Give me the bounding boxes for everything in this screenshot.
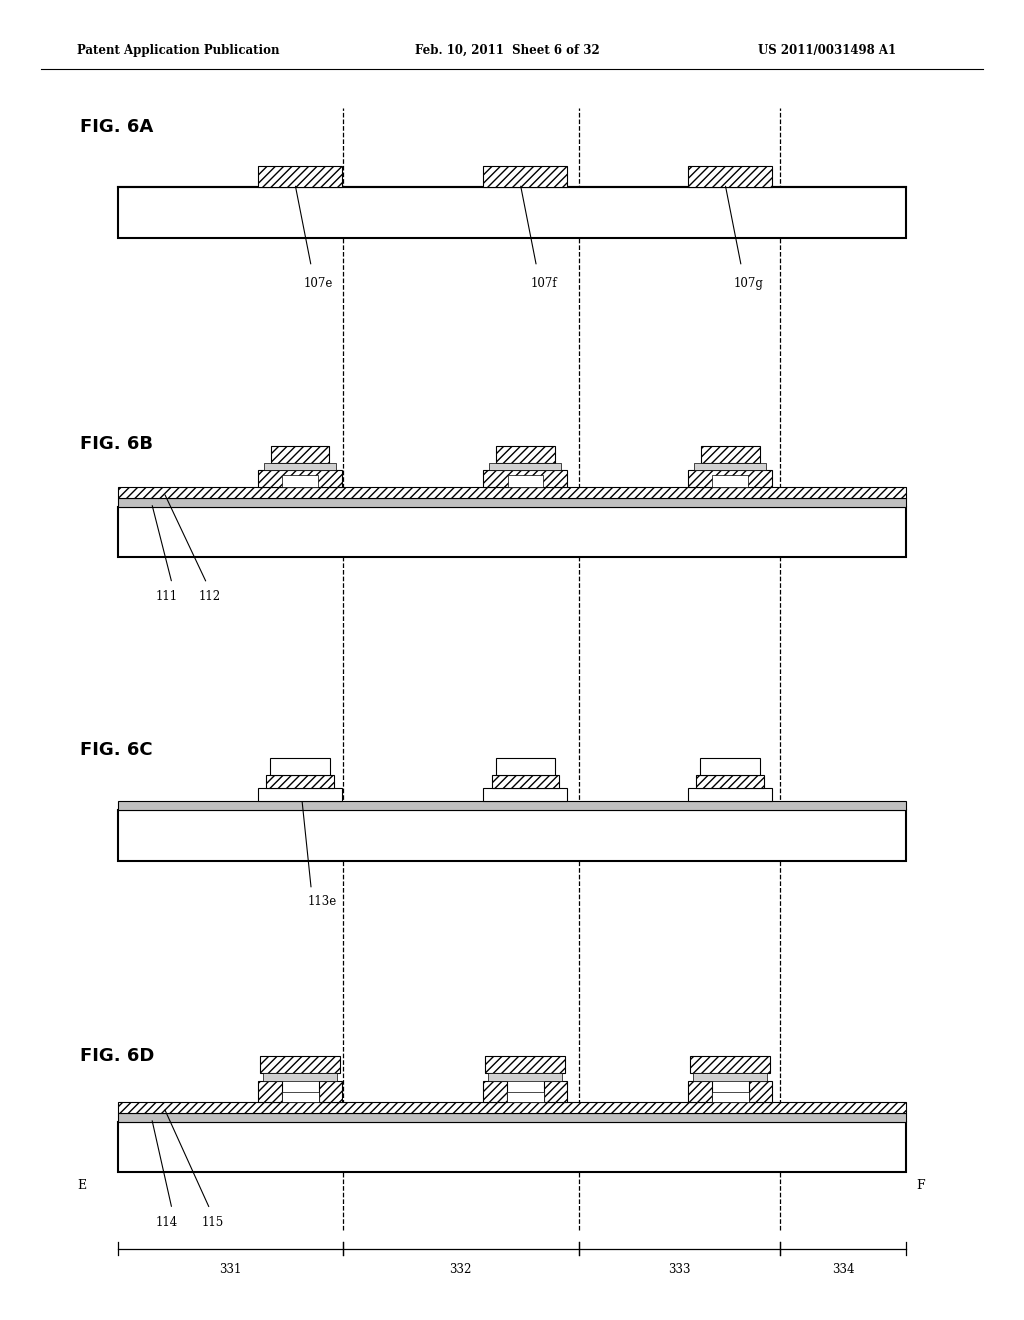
Bar bbox=[118, 1102, 906, 1113]
Bar bbox=[483, 470, 567, 487]
Bar bbox=[118, 498, 906, 507]
Bar bbox=[118, 507, 906, 557]
Bar bbox=[712, 1092, 749, 1102]
Text: Patent Application Publication: Patent Application Publication bbox=[77, 44, 280, 57]
Bar bbox=[693, 1073, 767, 1081]
Bar bbox=[258, 788, 342, 801]
Text: 107e: 107e bbox=[304, 277, 333, 290]
Bar bbox=[688, 1081, 712, 1102]
Text: Feb. 10, 2011  Sheet 6 of 32: Feb. 10, 2011 Sheet 6 of 32 bbox=[415, 44, 599, 57]
Text: 107f: 107f bbox=[530, 277, 557, 290]
Bar bbox=[700, 758, 760, 775]
Text: FIG. 6D: FIG. 6D bbox=[80, 1047, 155, 1065]
Bar bbox=[690, 1056, 770, 1073]
Text: 115: 115 bbox=[202, 1216, 224, 1229]
Bar bbox=[283, 475, 317, 487]
Text: 113e: 113e bbox=[308, 895, 337, 908]
Bar bbox=[688, 788, 772, 801]
Bar bbox=[266, 775, 334, 788]
Bar bbox=[496, 446, 555, 463]
Text: F: F bbox=[916, 1179, 925, 1192]
Bar bbox=[508, 475, 543, 487]
Bar bbox=[492, 775, 559, 788]
Bar bbox=[485, 1056, 565, 1073]
Bar bbox=[688, 166, 772, 187]
Text: US 2011/0031498 A1: US 2011/0031498 A1 bbox=[758, 44, 896, 57]
Bar bbox=[270, 758, 330, 775]
Text: 112: 112 bbox=[199, 590, 221, 603]
Bar bbox=[118, 487, 906, 498]
Bar bbox=[118, 1113, 906, 1122]
Text: 332: 332 bbox=[450, 1263, 472, 1276]
Bar bbox=[260, 1056, 340, 1073]
Bar bbox=[700, 446, 760, 463]
Bar bbox=[318, 1081, 342, 1102]
Bar bbox=[694, 463, 766, 470]
Bar bbox=[483, 1081, 507, 1102]
Text: FIG. 6B: FIG. 6B bbox=[80, 434, 153, 453]
Text: 114: 114 bbox=[156, 1216, 178, 1229]
Bar bbox=[118, 1122, 906, 1172]
Bar bbox=[258, 1081, 282, 1102]
Text: 333: 333 bbox=[669, 1263, 690, 1276]
Bar bbox=[507, 1092, 544, 1102]
Bar bbox=[258, 166, 342, 187]
Bar bbox=[696, 775, 764, 788]
Text: FIG. 6A: FIG. 6A bbox=[80, 117, 154, 136]
Bar bbox=[264, 463, 336, 470]
Bar bbox=[118, 801, 906, 810]
Text: 331: 331 bbox=[219, 1263, 242, 1276]
Text: 107g: 107g bbox=[733, 277, 764, 290]
Bar bbox=[713, 475, 748, 487]
Bar bbox=[496, 758, 555, 775]
Bar bbox=[270, 446, 330, 463]
Bar bbox=[688, 470, 772, 487]
Bar bbox=[483, 166, 567, 187]
Text: 334: 334 bbox=[833, 1263, 854, 1276]
Bar bbox=[749, 1081, 772, 1102]
Bar bbox=[489, 463, 561, 470]
Bar bbox=[118, 187, 906, 238]
Bar bbox=[488, 1073, 562, 1081]
Bar bbox=[263, 1073, 337, 1081]
Bar bbox=[544, 1081, 567, 1102]
Text: E: E bbox=[77, 1179, 86, 1192]
Bar bbox=[258, 470, 342, 487]
Bar bbox=[483, 788, 567, 801]
Bar bbox=[282, 1092, 318, 1102]
Text: FIG. 6C: FIG. 6C bbox=[80, 741, 153, 759]
Text: 111: 111 bbox=[156, 590, 178, 603]
Bar bbox=[118, 810, 906, 861]
